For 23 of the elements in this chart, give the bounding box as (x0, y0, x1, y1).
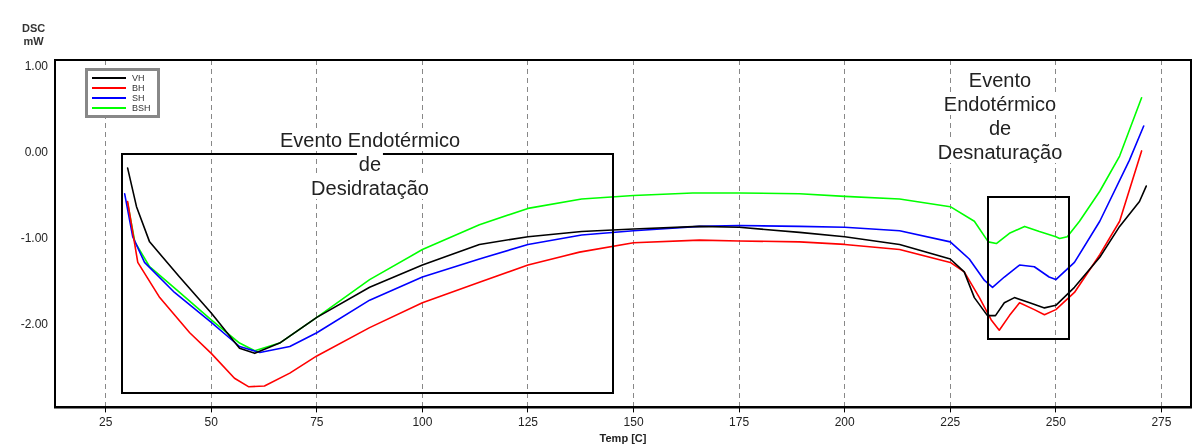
x-tick-label: 175 (729, 414, 750, 429)
x-tick-label: 150 (623, 414, 644, 429)
y-tick-label: -1.00 (20, 230, 49, 245)
annotation: Evento Endotérmico de Desnaturação (936, 69, 1064, 163)
x-tick-label: 50 (204, 414, 219, 429)
x-axis-title: Temp [C] (599, 432, 647, 445)
legend-label: BSH (132, 103, 151, 113)
x-tick-label: 275 (1151, 414, 1172, 429)
legend-label: BH (132, 83, 145, 93)
x-tick-label: 25 (99, 414, 113, 429)
y-axis-title: DSC mW (22, 22, 46, 48)
legend-label: SH (132, 93, 145, 103)
x-tick-label: 125 (517, 414, 539, 429)
y-tick-label: 1.00 (24, 59, 49, 74)
legend-label: VH (132, 73, 145, 83)
x-tick-label: 100 (412, 414, 433, 429)
y-tick-label: 0.00 (24, 144, 49, 159)
y-tick-label: -2.00 (20, 316, 49, 331)
x-tick-label: 225 (940, 414, 961, 429)
annotation: Evento Endotérmico de Desidratação (278, 129, 462, 199)
x-tick-label: 200 (834, 414, 856, 429)
x-tick-label: 75 (310, 414, 324, 429)
x-tick-label: 250 (1045, 414, 1067, 429)
